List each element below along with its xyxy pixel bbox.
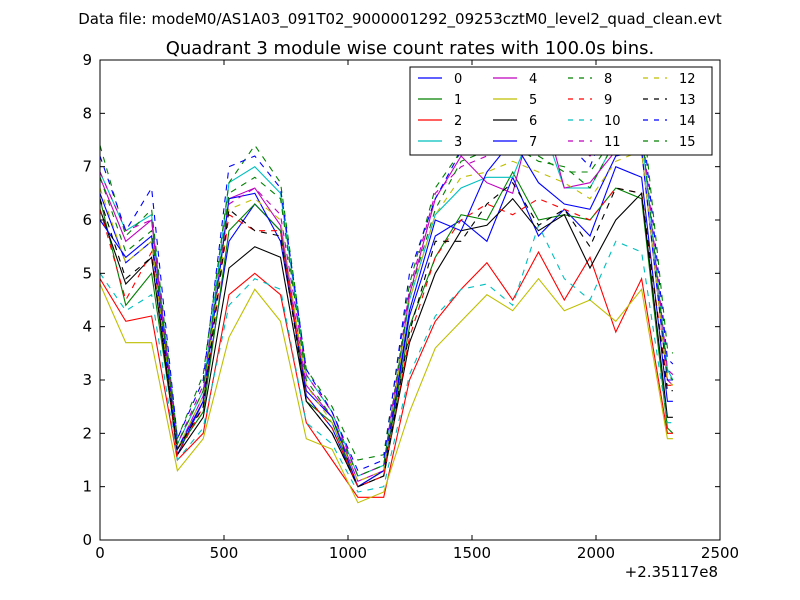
legend-label-6: 6 [529,114,537,129]
series-layer [99,89,674,504]
data-file-suptitle: Data file: modeM0/AS1A03_091T02_90000012… [78,10,722,29]
legend-label-12: 12 [679,72,696,87]
legend-frame [409,66,713,156]
y-tick-label: 3 [82,371,92,389]
y-tick-label: 0 [82,531,92,549]
legend-label-3: 3 [454,135,462,150]
x-tick-label: 2000 [577,544,615,562]
y-tick-label: 7 [82,158,92,176]
y-tick-label: 6 [82,211,92,229]
legend-label-5: 5 [529,93,537,108]
legend-label-7: 7 [529,135,537,150]
legend-label-15: 15 [679,135,696,150]
series-line-7 [99,139,673,488]
y-tick-label: 8 [82,104,92,122]
legend-label-2: 2 [454,114,462,129]
x-tick-label: 1000 [329,544,367,562]
series-line-15 [99,128,674,477]
series-line-2 [99,250,673,498]
x-tick-label: 500 [210,544,239,562]
x-tick-label: 0 [95,544,105,562]
legend-label-4: 4 [529,72,537,87]
x-tick-label: 1500 [453,544,491,562]
series-line-1 [99,170,674,488]
series-line-14 [99,101,674,472]
series-line-10 [99,223,673,493]
legend-label-11: 11 [604,135,621,150]
legend-label-10: 10 [604,114,621,129]
y-tick-label: 1 [82,478,92,496]
legend-label-0: 0 [454,72,462,87]
legend-label-8: 8 [604,72,612,87]
series-line-13 [99,181,673,488]
chart-title: Quadrant 3 module wise count rates with … [166,38,655,59]
y-tick-label: 5 [82,264,92,282]
legend-label-13: 13 [679,93,696,108]
legend-label-9: 9 [604,93,612,108]
series-line-5 [99,277,673,504]
y-tick-label: 9 [82,51,92,69]
legend-label-1: 1 [454,93,462,108]
legend-label-14: 14 [679,114,696,129]
y-tick-label: 4 [82,318,92,336]
y-tick-label: 2 [82,424,92,442]
x-offset-label: +2.35117e8 [625,563,718,581]
plot-frame [99,59,721,541]
series-line-12 [99,149,674,483]
x-tick-label: 2500 [701,544,739,562]
